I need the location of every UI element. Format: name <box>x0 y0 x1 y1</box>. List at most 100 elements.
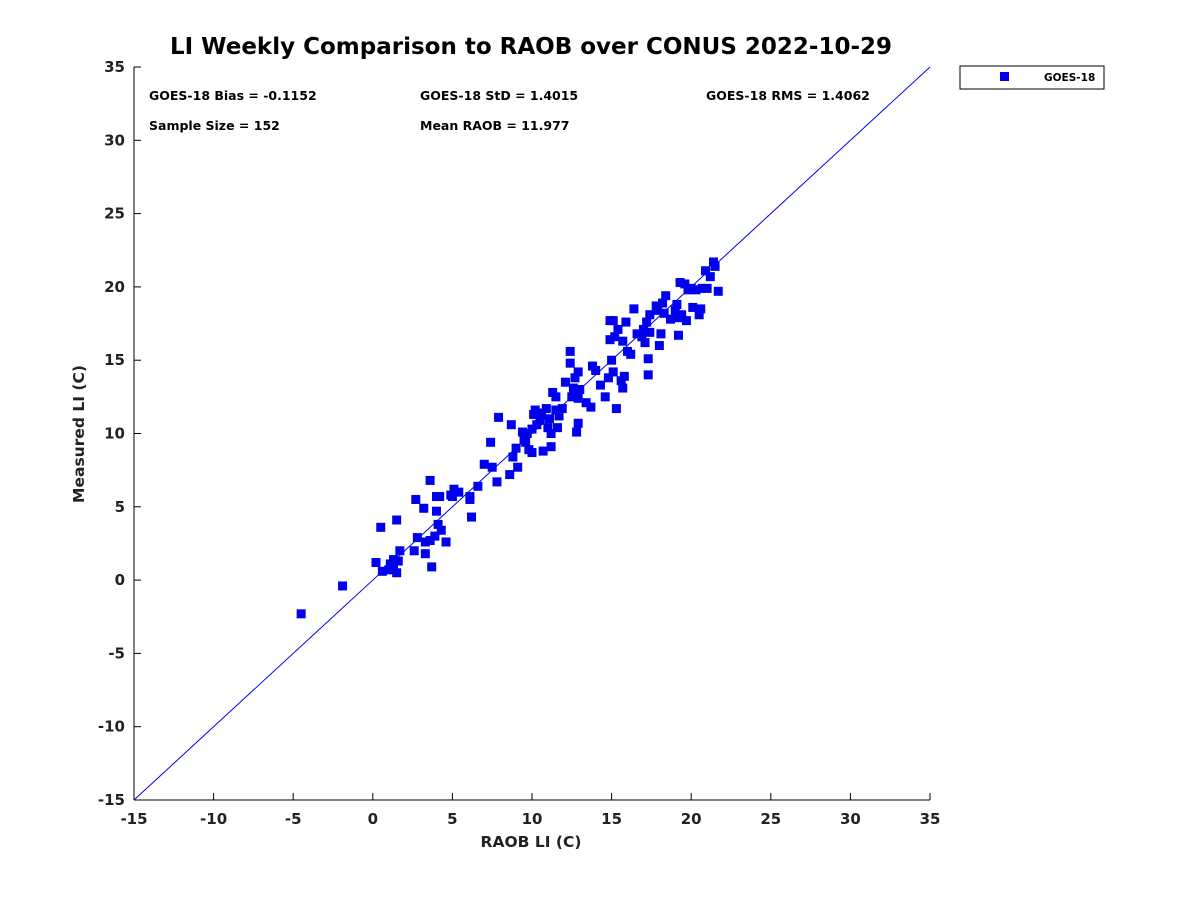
data-points <box>296 257 723 619</box>
data-point <box>686 283 696 293</box>
data-point <box>659 308 669 318</box>
legend: GOES-18 <box>959 65 1105 90</box>
data-point <box>586 402 596 412</box>
legend-label-goes-18: GOES-18 <box>1044 72 1095 84</box>
x-tick-label: 20 <box>681 810 702 828</box>
x-tick-label: 30 <box>840 810 861 828</box>
data-point <box>447 492 457 502</box>
data-point <box>611 404 621 414</box>
data-point <box>638 324 648 334</box>
data-point <box>527 424 537 434</box>
data-point <box>552 423 562 433</box>
data-point <box>610 332 620 342</box>
data-point <box>392 568 402 578</box>
data-point <box>591 365 601 375</box>
y-tick-label: 30 <box>104 131 125 149</box>
data-point <box>554 411 564 421</box>
data-point <box>573 367 583 377</box>
data-point <box>392 515 402 525</box>
data-point <box>632 329 642 339</box>
data-point <box>710 261 720 271</box>
data-point <box>338 581 348 591</box>
data-point <box>618 336 628 346</box>
data-point <box>494 412 504 422</box>
data-point <box>600 392 610 402</box>
data-point <box>431 506 441 516</box>
data-point <box>435 492 445 502</box>
data-point <box>473 481 483 491</box>
data-point <box>449 484 459 494</box>
data-point <box>517 427 527 437</box>
data-point <box>643 370 653 380</box>
x-tick-label: 25 <box>760 810 781 828</box>
data-point <box>441 537 451 547</box>
data-point <box>465 492 475 502</box>
data-point <box>371 558 381 568</box>
statistics-annotations: GOES-18 Bias = -0.1152 GOES-18 StD = 1.4… <box>149 88 870 133</box>
y-tick-label: 25 <box>104 205 125 223</box>
data-point <box>608 316 618 326</box>
data-point <box>701 266 711 276</box>
data-point <box>420 537 430 547</box>
data-point <box>521 437 531 447</box>
data-point <box>581 398 591 408</box>
data-point <box>645 327 655 337</box>
data-point <box>412 533 422 543</box>
data-point <box>388 555 398 565</box>
x-axis-ticks: -15 -10 -5 0 5 10 15 20 25 30 35 <box>120 793 940 828</box>
data-point <box>696 304 706 314</box>
data-point <box>702 283 712 293</box>
x-tick-label: 0 <box>368 810 378 828</box>
data-point <box>642 317 652 327</box>
y-tick-label: -5 <box>108 644 125 662</box>
data-point <box>573 393 583 403</box>
data-point <box>479 459 489 469</box>
data-point <box>575 385 585 395</box>
data-point <box>506 420 516 430</box>
data-point <box>376 522 386 532</box>
data-point <box>565 358 575 368</box>
data-point <box>653 305 663 315</box>
data-point <box>565 346 575 356</box>
data-point <box>673 330 683 340</box>
data-point <box>573 418 583 428</box>
data-point <box>511 443 521 453</box>
data-point <box>626 349 636 359</box>
data-point <box>629 304 639 314</box>
data-point <box>705 272 715 282</box>
data-point <box>487 462 497 472</box>
x-axis-label: RAOB LI (C) <box>481 833 582 851</box>
data-point <box>613 324 623 334</box>
y-tick-label: -10 <box>98 718 125 736</box>
data-point <box>527 448 537 458</box>
y-tick-label: -15 <box>98 791 125 809</box>
data-point <box>551 392 561 402</box>
x-tick-label: 15 <box>601 810 622 828</box>
data-point <box>557 404 567 414</box>
legend-box <box>959 65 1105 90</box>
data-point <box>545 414 555 424</box>
data-point <box>467 512 477 522</box>
data-point <box>595 380 605 390</box>
data-point <box>656 329 666 339</box>
x-tick-label: -5 <box>285 810 302 828</box>
x-tick-label: 5 <box>447 810 457 828</box>
data-point <box>694 310 704 320</box>
data-point <box>567 392 577 402</box>
data-point <box>672 299 682 309</box>
data-point <box>607 355 617 365</box>
y-tick-label: 0 <box>115 571 125 589</box>
stat-sample-size: Sample Size = 152 <box>149 118 280 133</box>
data-point <box>605 335 615 345</box>
y-tick-label: 10 <box>104 425 125 443</box>
data-point <box>551 405 561 415</box>
data-point <box>420 549 430 559</box>
data-point <box>411 494 421 504</box>
y-tick-label: 15 <box>104 351 125 369</box>
data-point <box>425 536 435 546</box>
data-point <box>486 437 496 447</box>
data-point <box>570 373 580 383</box>
data-point <box>537 411 547 421</box>
data-point <box>619 371 629 381</box>
